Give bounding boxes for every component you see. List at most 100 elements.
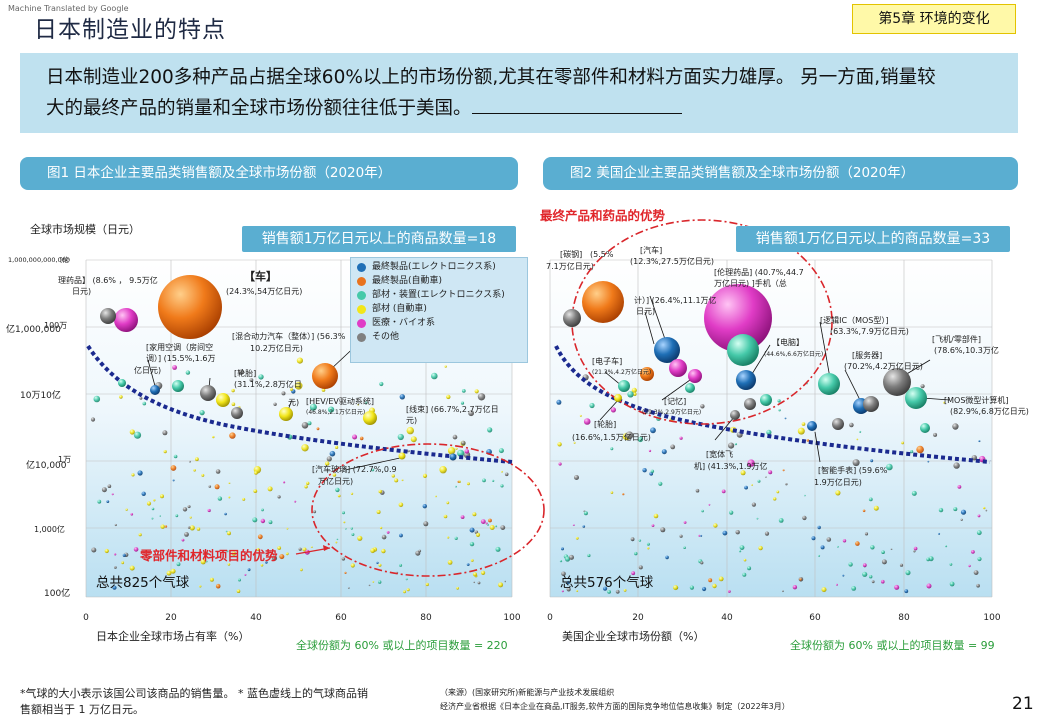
small-bubble <box>952 423 959 430</box>
small-bubble <box>267 486 273 492</box>
ann-car-title-jp: 【车】 <box>244 270 277 283</box>
small-bubble <box>630 537 635 542</box>
small-bubble <box>708 578 713 583</box>
small-bubble <box>953 462 960 469</box>
small-bubble <box>637 436 644 443</box>
small-bubble <box>381 534 387 540</box>
small-bubble <box>104 548 109 554</box>
small-bubble <box>949 581 955 587</box>
chart2-xtick-60: 60 <box>809 613 821 623</box>
small-bubble <box>938 532 941 535</box>
small-bubble <box>166 570 172 576</box>
small-bubble <box>260 564 264 567</box>
small-bubble <box>446 394 451 400</box>
chart2-final-products-ellipse <box>571 219 833 425</box>
legend-dot-teal <box>357 290 366 300</box>
small-bubble <box>185 370 191 375</box>
small-bubble <box>683 546 686 549</box>
bubble-yellow-jp-1 <box>216 393 230 407</box>
ann-aircraft-us-2: (78.6%,10.3万亿 <box>934 346 999 355</box>
small-bubble <box>252 517 258 523</box>
small-bubble <box>279 554 285 560</box>
small-bubble <box>398 502 404 508</box>
small-bubble <box>498 448 504 454</box>
bubble-hev-jp <box>279 407 293 421</box>
small-bubble <box>199 550 202 553</box>
small-bubble <box>129 565 135 571</box>
chart1-small-bubbles <box>90 357 509 594</box>
ann-ship-us-2: 7.1万亿日元) <box>546 262 594 271</box>
ann-car-us: [汽车] <box>640 246 663 255</box>
small-bubble <box>881 550 885 554</box>
small-bubble <box>114 553 117 556</box>
small-bubble <box>957 485 962 489</box>
small-bubble <box>107 484 112 489</box>
chart2-xtick-0: 0 <box>547 613 553 623</box>
small-bubble <box>713 523 718 528</box>
small-bubble <box>265 561 268 564</box>
bubble-blue-jp-2 <box>449 453 457 461</box>
small-bubble <box>474 389 479 394</box>
small-bubble <box>407 449 410 453</box>
small-bubble <box>913 550 916 553</box>
small-bubble <box>871 580 875 584</box>
small-bubble <box>743 558 747 562</box>
small-bubble <box>625 431 634 440</box>
ann-mcu-us-2: (82.9%,6.8万亿日元) <box>950 407 1029 416</box>
small-bubble <box>729 510 734 515</box>
small-bubble <box>665 555 669 560</box>
small-bubble <box>728 590 731 593</box>
small-bubble <box>172 365 178 370</box>
ann-calc-us: 计）] (26.4%,11.1万亿 <box>634 296 717 305</box>
small-bubble <box>564 556 571 562</box>
small-bubble <box>811 536 816 541</box>
small-bubble <box>804 494 806 497</box>
small-bubble <box>642 468 647 473</box>
small-bubble <box>712 583 717 589</box>
small-bubble <box>926 557 930 562</box>
small-bubble <box>226 550 229 553</box>
bubble-pc-us <box>736 370 756 390</box>
small-bubble <box>650 427 656 434</box>
small-bubble <box>953 507 958 512</box>
small-bubble <box>386 531 390 534</box>
small-bubble <box>273 402 277 406</box>
small-bubble <box>806 439 810 442</box>
bubble-tire-jp <box>200 385 216 401</box>
small-bubble <box>205 560 208 563</box>
small-bubble <box>722 530 728 536</box>
small-bubble <box>773 497 777 501</box>
small-bubble <box>114 523 117 527</box>
ann-mcu-us: [MOS微型计算机] <box>944 396 1009 405</box>
small-bubble <box>378 489 383 494</box>
small-bubble <box>742 572 747 577</box>
small-bubble <box>228 482 231 484</box>
summary-line-2: 大的最终产品的销量和全球市场份额往往低于美国。 <box>46 93 1018 124</box>
summary-line-1: 日本制造业200多种产品占据全球60%以上的市场份额,尤其在零部件和材料方面实力… <box>46 67 936 88</box>
small-bubble <box>890 548 893 550</box>
small-bubble <box>296 357 303 364</box>
small-bubble <box>504 472 509 477</box>
small-bubble <box>189 460 191 463</box>
small-bubble <box>146 501 152 506</box>
chart1-xtick-20: 20 <box>165 613 177 623</box>
chart1-xtick-80: 80 <box>420 613 432 623</box>
small-bubble <box>901 441 904 445</box>
ann-pc-us: 【电脑】 <box>772 338 804 347</box>
small-bubble <box>352 434 358 440</box>
bubble-gray-jp-2 <box>231 407 243 419</box>
small-bubble <box>238 369 244 375</box>
small-bubble <box>256 548 260 551</box>
small-bubble <box>121 561 125 565</box>
small-bubble <box>558 462 562 466</box>
small-bubble <box>700 404 705 409</box>
small-bubble <box>718 576 724 582</box>
small-bubble <box>422 504 427 509</box>
small-bubble <box>447 447 456 455</box>
small-bubble <box>869 575 873 579</box>
bubble-gray-us-3 <box>744 398 756 410</box>
ann-hybrid-jp: [混合动力汽车（整体）] (56.3% <box>232 332 346 341</box>
ann-watch-us-2: 1.9万亿日元) <box>814 478 862 487</box>
small-bubble <box>332 473 337 477</box>
small-bubble <box>469 541 475 547</box>
